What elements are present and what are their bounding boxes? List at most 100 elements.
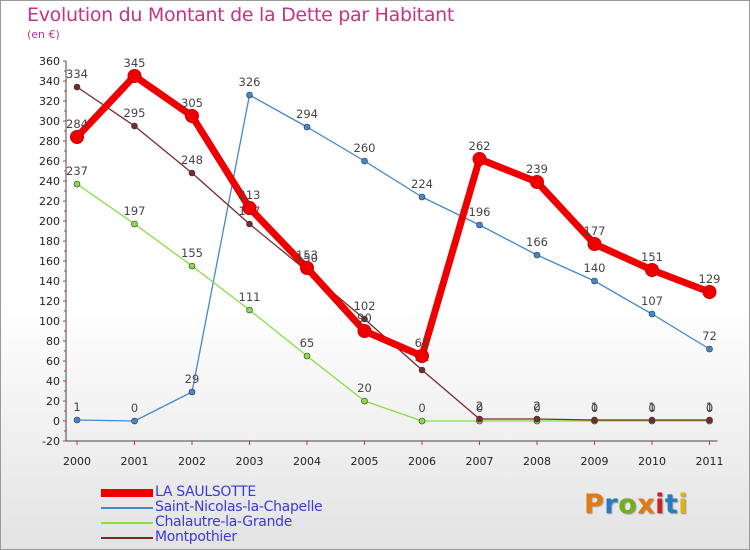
series-point-3 [476, 415, 483, 423]
series-point-0 [185, 109, 199, 123]
y-tick-label: 280 [39, 135, 60, 148]
series-point-2 [188, 262, 196, 270]
y-tick-label: 20 [46, 395, 60, 408]
data-label-2: 0 [706, 401, 713, 415]
legend-swatch [101, 489, 153, 497]
data-label-1: 107 [641, 294, 663, 308]
y-tick-label: 360 [39, 55, 60, 68]
legend-label: Montpothier [155, 529, 237, 545]
data-label-2: 0 [648, 401, 655, 415]
series-point-0 [70, 130, 84, 144]
x-tick-label: 2002 [178, 455, 206, 468]
data-label-3: 334 [66, 67, 88, 81]
series-point-0 [530, 175, 544, 189]
data-label-3: 1 [648, 400, 655, 414]
series-point-2 [131, 220, 138, 228]
y-tick-label: 240 [39, 175, 60, 188]
y-tick-label: 80 [46, 335, 60, 348]
y-tick-label: 160 [39, 255, 60, 268]
series-point-1 [476, 221, 483, 229]
data-label-0: 90 [357, 311, 372, 325]
series-point-1 [706, 345, 713, 353]
data-label-2: 20 [357, 381, 372, 395]
data-label-3: 102 [354, 299, 376, 313]
brand-letter: t [664, 489, 679, 520]
data-label-2: 0 [533, 401, 540, 415]
data-label-1: 29 [185, 372, 200, 386]
series-point-0 [702, 285, 717, 299]
data-label-0: 284 [66, 117, 88, 131]
data-label-1: 166 [526, 235, 548, 249]
brand-logo: Proxiti [584, 489, 688, 520]
y-tick-label: 100 [39, 315, 60, 328]
data-label-3: 1 [591, 400, 598, 414]
series-point-3 [73, 83, 81, 91]
series-point-1 [188, 388, 196, 396]
series-point-3 [706, 416, 713, 424]
series-point-3 [246, 220, 253, 228]
data-label-2: 237 [66, 164, 88, 178]
y-tick-label: 120 [39, 295, 60, 308]
legend-swatch [101, 522, 153, 524]
series-point-1 [303, 123, 311, 131]
data-label-0: 305 [181, 96, 203, 110]
x-tick-label: 2009 [581, 455, 609, 468]
series-point-1 [246, 91, 253, 99]
brand-letter: x [637, 489, 656, 520]
data-label-1: 1 [73, 400, 80, 414]
data-label-2: 0 [476, 401, 483, 415]
legend-swatch [101, 537, 153, 539]
data-label-2: 111 [239, 290, 261, 304]
series-point-0 [242, 201, 257, 215]
series-point-1 [131, 417, 138, 425]
brand-letter: o [618, 489, 638, 520]
data-label-0: 345 [124, 56, 146, 70]
series-point-0 [357, 324, 372, 338]
series-point-2 [246, 306, 253, 314]
series-point-2 [361, 397, 368, 405]
x-tick-label: 2006 [408, 455, 436, 468]
y-tick-label: 340 [39, 75, 60, 88]
brand-letter: P [584, 489, 605, 520]
series-point-3 [418, 366, 426, 374]
series-point-0 [415, 349, 429, 363]
data-label-2: 0 [591, 401, 598, 415]
y-tick-label: 260 [39, 155, 60, 168]
data-label-1: 326 [239, 75, 261, 89]
y-tick-label: 180 [39, 235, 60, 248]
x-tick-label: 2007 [466, 455, 494, 468]
y-tick-label: 320 [39, 95, 60, 108]
series-point-2 [303, 352, 311, 360]
series-point-0 [587, 237, 602, 251]
y-tick-label: 40 [46, 375, 60, 388]
data-label-1: 196 [469, 205, 491, 219]
series-line-2 [76, 183, 711, 422]
data-label-3: 2 [476, 399, 483, 413]
data-label-3: 295 [124, 106, 146, 120]
legend-label: LA SAULSOTTE [155, 484, 256, 500]
data-label-2: 0 [418, 401, 425, 415]
legend-label: Saint-Nicolas-la-Chapelle [155, 499, 323, 515]
y-tick-label: 220 [39, 195, 60, 208]
series-point-3 [361, 315, 368, 323]
series-point-1 [648, 310, 656, 318]
data-label-1: 260 [354, 141, 376, 155]
data-label-0: 262 [469, 139, 491, 153]
series-point-3 [131, 122, 138, 130]
series-point-3 [533, 415, 541, 423]
series-point-1 [361, 157, 368, 165]
data-label-0: 177 [584, 224, 606, 238]
y-tick-label: -20 [42, 435, 60, 448]
series-line-1 [76, 94, 711, 422]
x-tick-label: 2003 [236, 455, 264, 468]
data-label-1: 72 [702, 329, 717, 343]
y-tick-label: 200 [39, 215, 60, 228]
series-point-1 [591, 277, 598, 285]
data-label-1: 224 [411, 177, 433, 191]
x-tick-label: 2008 [523, 455, 551, 468]
series-point-1 [533, 251, 541, 259]
data-label-1: 294 [296, 107, 318, 121]
series-point-3 [188, 169, 196, 177]
